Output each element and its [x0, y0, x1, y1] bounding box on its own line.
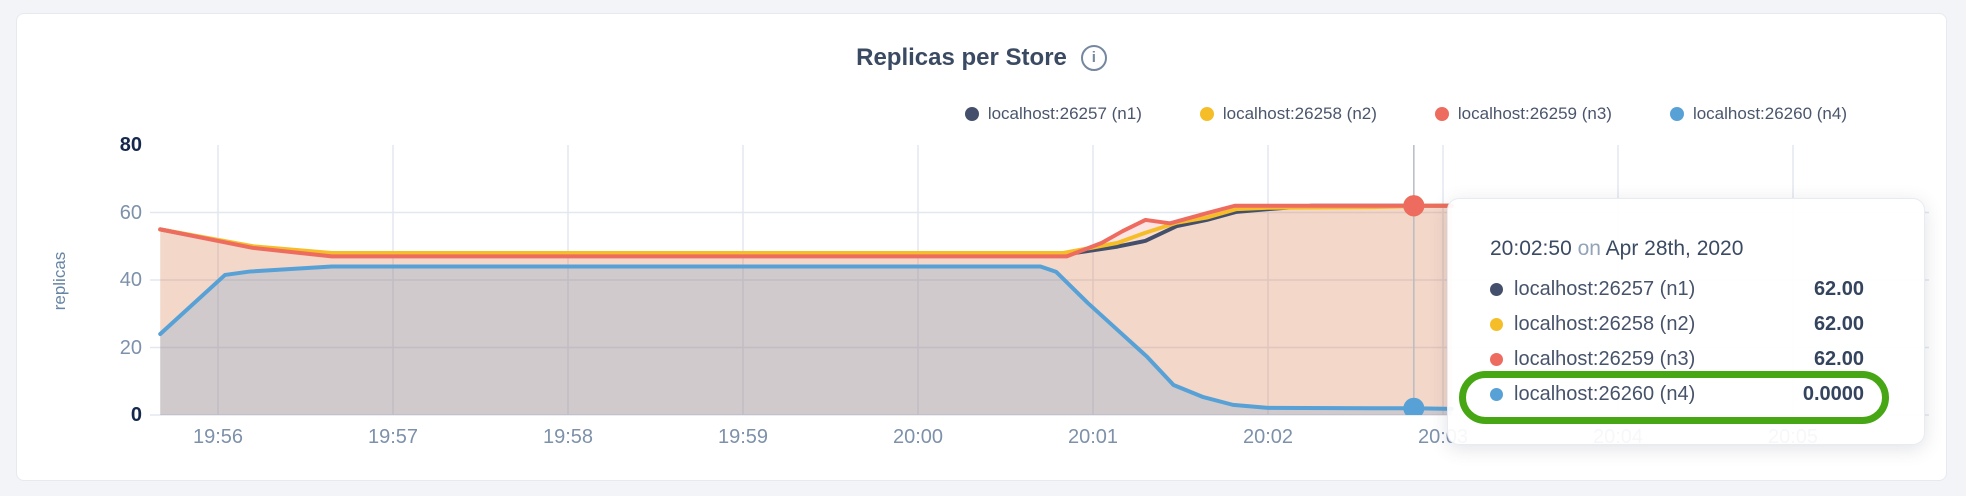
legend-item-n2: localhost:26258 (n2) — [1199, 104, 1377, 124]
tooltip-time: 20:02:50 — [1490, 237, 1572, 260]
tooltip-series-value: 62.00 — [1813, 278, 1864, 300]
hover-tooltip: 20:02:50 on Apr 28th, 2020 localhost:262… — [1447, 198, 1925, 445]
y-tick-label: 20 — [119, 336, 142, 359]
legend-label: localhost:26258 (n2) — [1222, 104, 1377, 123]
tooltip-series-dot — [1490, 318, 1503, 331]
tooltip-row: localhost:26258 (n2) 62.00 — [1490, 307, 1864, 342]
hover-marker-n4 — [1403, 397, 1425, 415]
tooltip-series-value: 62.00 — [1813, 313, 1864, 335]
chart-title: Replicas per Store — [856, 44, 1067, 71]
x-tick-label: 20:00 — [892, 426, 944, 448]
tooltip-series-dot — [1490, 283, 1503, 296]
y-tick-label: 80 — [119, 134, 142, 156]
x-tick-label: 19:59 — [717, 426, 769, 448]
tooltip-series-dot — [1490, 353, 1503, 366]
legend-item-n3: localhost:26259 (n3) — [1434, 104, 1612, 124]
hover-marker-n3 — [1403, 195, 1425, 217]
x-tick-label: 19:56 — [192, 426, 244, 448]
legend-label: localhost:26260 (n4) — [1692, 104, 1847, 123]
tooltip-series-value: 0.0000 — [1802, 383, 1864, 405]
y-tick-label: 60 — [119, 201, 142, 224]
legend-dot — [1199, 107, 1214, 121]
legend-item-n4: localhost:26260 (n4) — [1669, 104, 1847, 124]
tooltip-row: localhost:26259 (n3) 62.00 — [1490, 342, 1864, 377]
legend-dot — [964, 107, 979, 121]
series-line-n3 — [158, 203, 1454, 259]
tooltip-rows: localhost:26257 (n1) 62.00 localhost:26258… — [1490, 272, 1864, 412]
tooltip-series-value: 62.00 — [1813, 348, 1864, 370]
legend-label: localhost:26259 (n3) — [1457, 104, 1612, 123]
tooltip-timestamp: 20:02:50 on Apr 28th, 2020 — [1490, 236, 1864, 262]
legend-item-n1: localhost:26257 (n1) — [964, 104, 1142, 124]
series-area-n4 — [160, 266, 1452, 415]
tooltip-date: Apr 28th, 2020 — [1605, 237, 1744, 260]
tooltip-series-label: localhost:26257 (n1) — [1514, 278, 1696, 300]
series-line-n4 — [158, 264, 1454, 411]
y-tick-label: 0 — [130, 404, 142, 426]
legend-label: localhost:26257 (n1) — [987, 104, 1142, 123]
x-tick-label: 19:58 — [542, 426, 594, 448]
x-tick-label: 19:57 — [367, 426, 419, 448]
x-tick-label: 20:01 — [1067, 426, 1119, 448]
tooltip-connector: on — [1577, 237, 1601, 260]
tooltip-series-dot — [1490, 388, 1503, 401]
info-icon[interactable]: i — [1080, 45, 1107, 71]
x-tick-label: 20:02 — [1242, 426, 1294, 448]
legend-dot — [1434, 107, 1449, 121]
tooltip-series-label: localhost:26258 (n2) — [1514, 313, 1696, 335]
chart-legend: localhost:26257 (n1) localhost:26258 (n2)… — [964, 102, 1847, 126]
tooltip-row: localhost:26257 (n1) 62.00 — [1490, 272, 1864, 307]
tooltip-row-highlighted: localhost:26260 (n4) 0.0000 — [1490, 377, 1864, 412]
tooltip-series-label: localhost:26259 (n3) — [1514, 348, 1696, 370]
tooltip-series-label: localhost:26260 (n4) — [1514, 383, 1696, 405]
legend-dot — [1669, 107, 1684, 121]
y-tick-label: 40 — [119, 269, 142, 291]
chart-header: Replicas per Store i — [16, 44, 1947, 74]
